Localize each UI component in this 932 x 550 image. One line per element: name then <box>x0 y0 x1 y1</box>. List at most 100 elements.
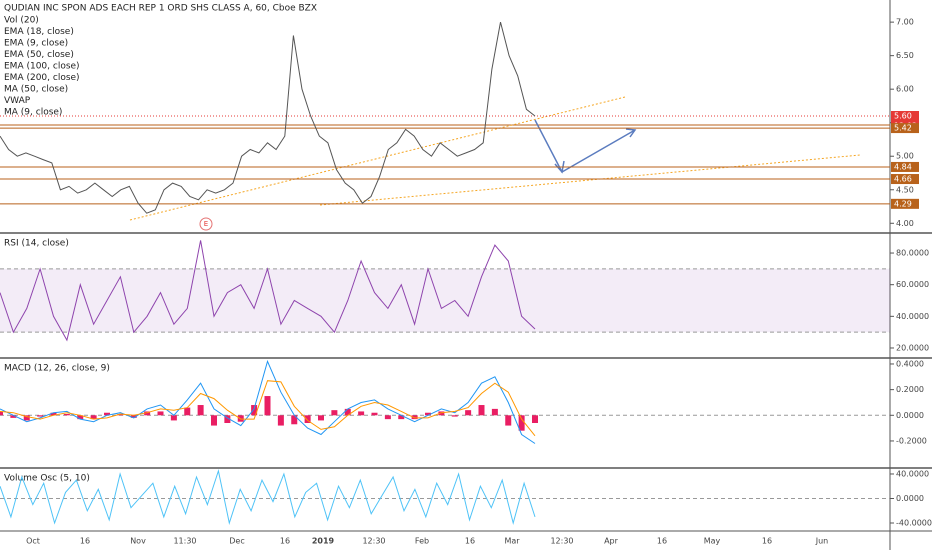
price-label-box <box>891 161 919 172</box>
y-tick-label: 4.50 <box>896 185 914 194</box>
price-label: 5.42 <box>894 124 912 133</box>
price-label-box <box>891 123 919 134</box>
histogram-bar <box>491 408 498 416</box>
y-tick-label: 0.0000 <box>896 494 924 503</box>
histogram-bar <box>478 405 485 416</box>
histogram-bar <box>50 412 57 416</box>
x-tick-label: Jun <box>815 537 829 546</box>
histogram-bar <box>318 415 324 421</box>
pane-title: RSI (14, close) <box>4 239 69 249</box>
y-tick-label: 40.0000 <box>896 312 929 321</box>
histogram-bar <box>90 415 97 420</box>
histogram-bar <box>184 407 191 416</box>
histogram-bar <box>304 415 311 423</box>
y-tick-label: 5.00 <box>896 152 914 161</box>
histogram-bar <box>518 415 525 431</box>
pane-title: MACD (12, 26, close, 9) <box>4 364 110 374</box>
histogram-bar <box>451 415 458 417</box>
histogram-bar <box>358 411 365 416</box>
histogram-bar <box>117 414 124 416</box>
price-label: 4.84 <box>894 162 912 171</box>
y-tick-label: -40.0000 <box>896 519 932 528</box>
x-tick-label: 2019 <box>312 537 335 546</box>
histogram-bar <box>411 415 418 420</box>
arrow-head <box>625 128 637 138</box>
x-tick-label: Feb <box>415 537 429 546</box>
x-tick-label: 12:30 <box>550 537 573 546</box>
histogram-bar <box>264 396 271 416</box>
histogram-bar <box>104 412 110 416</box>
histogram-bar <box>384 415 391 420</box>
histogram-bar <box>37 415 44 417</box>
histogram-bar <box>23 415 30 421</box>
price-label: 5.60 <box>894 112 912 121</box>
x-tick-label: 16 <box>465 537 475 546</box>
legend-entry: EMA (18, close) <box>4 27 74 37</box>
price-label: 4.66 <box>894 175 912 184</box>
histogram-bar <box>144 411 151 416</box>
y-tick-label: 40.0000 <box>896 469 929 478</box>
x-tick-label: 11:30 <box>173 537 196 546</box>
legend-entry: VWAP <box>4 96 31 106</box>
price-label: 4.29 <box>894 199 912 208</box>
histogram-bar <box>224 415 231 423</box>
x-tick-label: Mar <box>504 537 520 546</box>
y-tick-label: 7.00 <box>896 18 914 27</box>
histogram-bar <box>63 414 70 416</box>
x-tick-label: 16 <box>762 537 772 546</box>
x-tick-label: Nov <box>130 537 146 546</box>
series-line <box>0 240 536 342</box>
histogram-bar <box>398 415 405 420</box>
y-tick-label: -0.2000 <box>896 436 927 445</box>
histogram-bar <box>277 415 284 426</box>
x-tick-label: Apr <box>604 537 619 546</box>
legend-entry: Vol (20) <box>4 16 39 26</box>
histogram-bar <box>291 415 298 425</box>
pane-title: Volume Osc (5, 10) <box>4 474 90 484</box>
histogram-bar <box>438 411 445 416</box>
histogram-bar <box>197 405 204 416</box>
histogram-bar <box>532 415 538 423</box>
y-tick-label: 0.2000 <box>896 385 924 394</box>
histogram-bar <box>505 415 512 426</box>
y-tick-label: 80.0000 <box>896 249 929 258</box>
legend-entry: EMA (100, close) <box>4 62 80 72</box>
x-tick-label: 12:30 <box>362 537 385 546</box>
histogram-bar <box>331 410 338 416</box>
histogram-bar <box>344 408 351 416</box>
price-label-box <box>891 174 919 185</box>
histogram-bar <box>211 415 217 426</box>
price-label-box <box>891 198 919 209</box>
y-tick-label: 60.0000 <box>896 280 929 289</box>
histogram-bar <box>371 412 378 416</box>
legend-entry: MA (50, close) <box>4 85 68 95</box>
legend-entry: EMA (9, close) <box>4 39 68 49</box>
series-line <box>0 380 536 437</box>
x-tick-label: 16 <box>657 537 667 546</box>
earnings-marker[interactable] <box>199 217 213 231</box>
pane-title: QUDIAN INC SPON ADS EACH REP 1 ORD SHS C… <box>4 4 317 14</box>
histogram-bar <box>0 411 3 416</box>
histogram-bar <box>425 412 431 416</box>
x-tick-label: 16 <box>280 537 290 546</box>
legend-entry: EMA (200, close) <box>4 73 80 83</box>
y-tick-label: 0.4000 <box>896 359 924 368</box>
earnings-marker-label: E <box>204 220 208 228</box>
y-tick-label: 0.0000 <box>896 411 924 420</box>
histogram-bar <box>10 415 17 418</box>
legend-entry: EMA (50, close) <box>4 50 74 60</box>
x-tick-label: Oct <box>26 537 40 546</box>
histogram-bar <box>130 415 137 418</box>
y-tick-label: 4.00 <box>896 219 914 228</box>
x-tick-label: Dec <box>229 537 244 546</box>
y-tick-label: 20.0000 <box>896 343 929 352</box>
rsi-band <box>0 268 890 333</box>
series-line <box>0 359 536 444</box>
histogram-bar <box>465 410 472 416</box>
histogram-bar <box>251 405 258 416</box>
y-tick-label: 6.50 <box>896 51 914 60</box>
legend-entry: MA (9, close) <box>4 108 62 118</box>
